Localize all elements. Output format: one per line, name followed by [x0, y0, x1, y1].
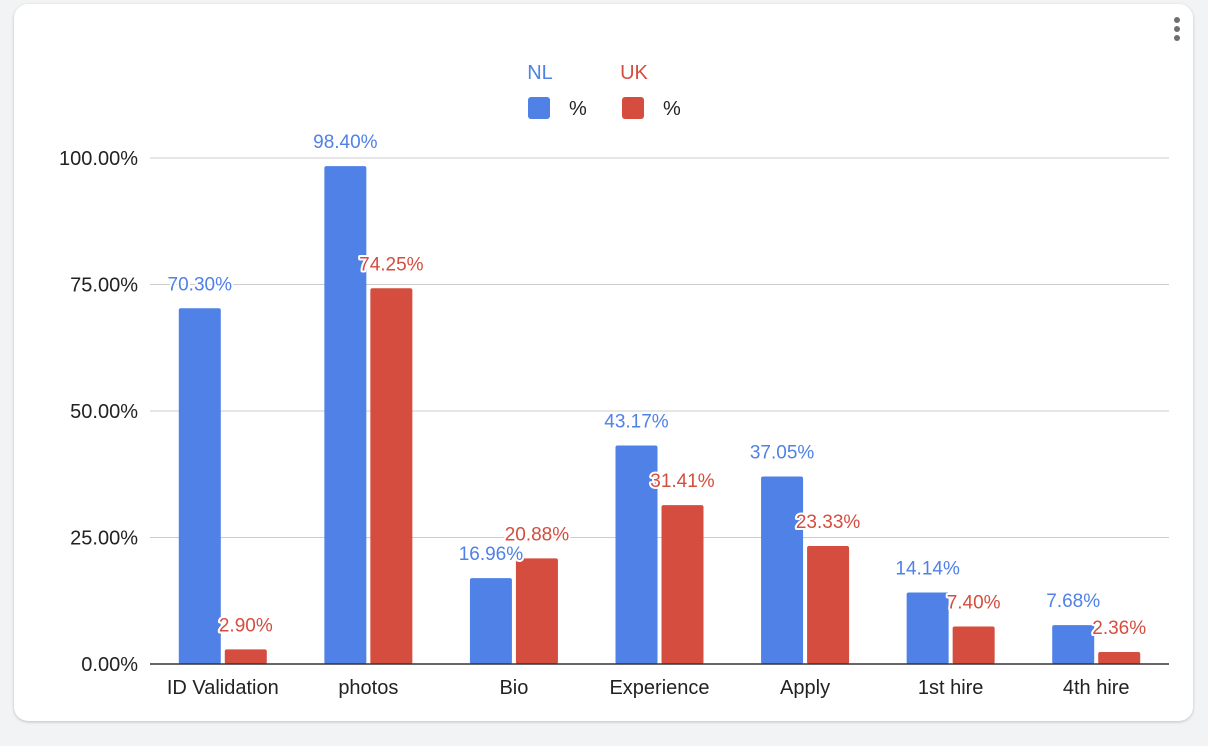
x-category-label: photos — [338, 677, 398, 699]
data-label-nl: 14.14% — [895, 558, 960, 579]
legend-name-uk: UK — [620, 62, 648, 84]
more-vert-icon-dot — [1174, 26, 1180, 32]
bar-nl[interactable] — [469, 578, 512, 664]
bar-nl[interactable] — [1052, 625, 1095, 664]
y-tick-label: 50.00% — [70, 401, 138, 423]
legend-swatch-uk — [622, 97, 644, 119]
bar-chart: 0.00% 25.00% 50.00% 75.00% 100.00% ID Validat… — [59, 62, 1169, 699]
y-tick-label: 0.00% — [81, 654, 138, 676]
x-category-label: ID Validation — [167, 677, 279, 699]
bar-uk[interactable] — [807, 545, 850, 664]
data-label-nl: 16.96% — [459, 544, 524, 565]
x-category-label: Bio — [499, 677, 528, 699]
data-labels: 70.30% 2.90% 98.40% 74.25% 16.96%20.88% 43.17… — [166, 130, 1149, 641]
legend[interactable]: NL % UK % — [527, 62, 681, 120]
y-tick-label: 100.00% — [59, 148, 138, 170]
data-label-uk: 2.36% — [1092, 618, 1146, 639]
bar-uk[interactable] — [224, 649, 267, 664]
more-vert-icon-dot — [1174, 35, 1180, 41]
data-label-nl: 98.40% — [313, 132, 378, 153]
legend-series-uk: % — [663, 98, 681, 120]
legend-swatch-nl — [528, 97, 550, 119]
more-vert-icon — [1174, 17, 1180, 23]
bar-uk[interactable] — [515, 558, 558, 664]
chart-card: 0.00% 25.00% 50.00% 75.00% 100.00% ID Validat… — [14, 4, 1193, 721]
x-category-label: 4th hire — [1063, 677, 1130, 699]
bar-uk[interactable] — [1098, 652, 1141, 664]
data-label-uk: 23.33% — [796, 512, 861, 533]
x-category-label: Apply — [780, 677, 830, 699]
more-options-button[interactable] — [1166, 10, 1188, 48]
bar-nl[interactable] — [761, 476, 804, 664]
bar-nl[interactable] — [906, 592, 949, 664]
data-label-nl: 43.17% — [604, 412, 669, 433]
data-label-nl: 70.30% — [168, 274, 233, 295]
gridlines — [150, 157, 1169, 538]
legend-name-nl: NL — [527, 62, 553, 84]
data-label-nl: 7.68% — [1046, 591, 1100, 612]
bars — [178, 166, 1141, 664]
bar-nl[interactable] — [615, 445, 658, 664]
data-label-uk: 20.88% — [505, 524, 570, 545]
legend-item-nl[interactable]: NL % — [527, 62, 587, 120]
y-tick-label: 25.00% — [70, 528, 138, 550]
data-label-uk: 31.41% — [650, 471, 715, 492]
y-tick-label: 75.00% — [70, 275, 138, 297]
x-category-label: 1st hire — [918, 677, 984, 699]
bar-uk[interactable] — [370, 288, 413, 664]
bar-uk[interactable] — [952, 626, 995, 664]
legend-series-nl: % — [569, 98, 587, 120]
bar-nl[interactable] — [324, 166, 367, 664]
axes: 0.00% 25.00% 50.00% 75.00% 100.00% ID Validat… — [59, 148, 1169, 699]
data-label-uk: 2.90% — [219, 615, 273, 636]
bar-uk[interactable] — [661, 505, 704, 664]
legend-item-uk[interactable]: UK % — [620, 62, 681, 120]
data-label-nl: 37.05% — [750, 443, 815, 464]
data-label-uk: 7.40% — [947, 593, 1001, 614]
bar-nl[interactable] — [178, 308, 221, 664]
data-label-uk: 74.25% — [359, 254, 424, 275]
x-category-label: Experience — [609, 677, 709, 699]
